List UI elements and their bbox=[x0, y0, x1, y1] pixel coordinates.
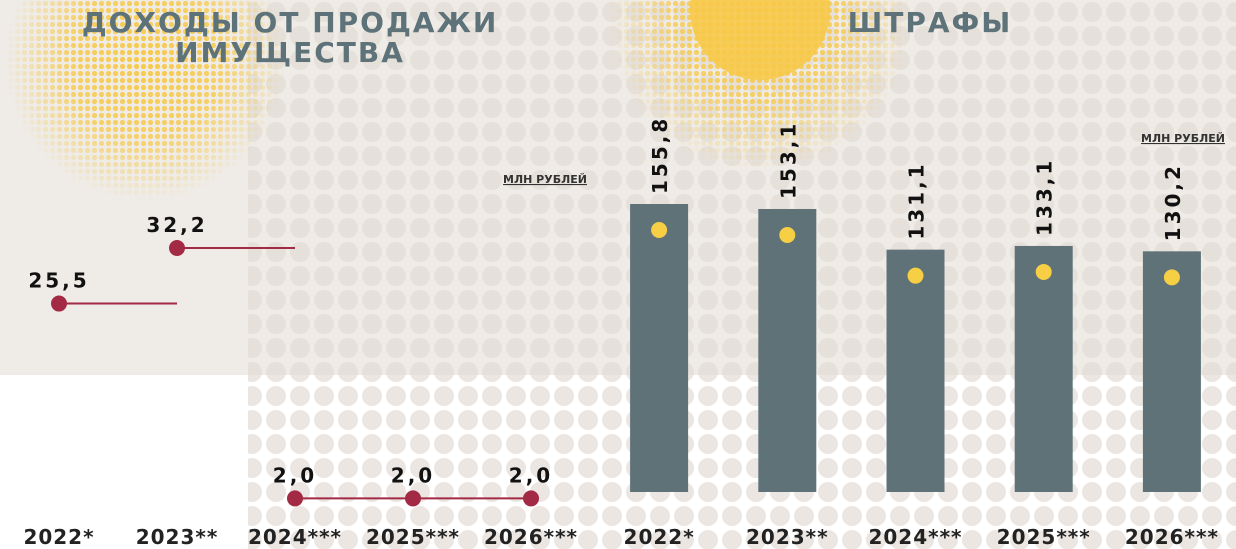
bar bbox=[887, 250, 945, 492]
data-point bbox=[405, 490, 421, 506]
bar-dot bbox=[779, 227, 795, 243]
bar-dot bbox=[908, 268, 924, 284]
value-label: 25,5 bbox=[28, 269, 89, 293]
x-tick-label: 2022* bbox=[23, 525, 94, 549]
data-point bbox=[51, 296, 67, 312]
bar-dot bbox=[651, 222, 667, 238]
bar-dot bbox=[1036, 264, 1052, 280]
bar bbox=[1015, 246, 1073, 492]
value-label: 131,1 bbox=[905, 161, 929, 239]
chart-title: ШТРАФЫ bbox=[848, 6, 1013, 39]
x-tick-label: 2024*** bbox=[248, 525, 342, 549]
pattern bbox=[248, 375, 1236, 549]
x-tick-label: 2022* bbox=[624, 525, 695, 549]
bar bbox=[630, 204, 688, 492]
infographic: ДОХОДЫ ОТ ПРОДАЖИИМУЩЕСТВА МЛН РУБЛЕЙ 25,5… bbox=[0, 0, 1236, 549]
x-tick-label: 2023** bbox=[746, 525, 829, 549]
x-tick-label: 2024*** bbox=[868, 525, 962, 549]
value-label: 153,1 bbox=[776, 121, 800, 199]
data-point bbox=[523, 490, 539, 506]
value-label: 2,0 bbox=[273, 463, 317, 487]
x-tick-label: 2026*** bbox=[1125, 525, 1219, 549]
data-point bbox=[287, 490, 303, 506]
unit-label: МЛН РУБЛЕЙ bbox=[503, 173, 587, 186]
x-tick-label: 2023** bbox=[136, 525, 219, 549]
data-point bbox=[169, 240, 185, 256]
value-label: 2,0 bbox=[509, 463, 553, 487]
chart-title: ДОХОДЫ ОТ ПРОДАЖИ bbox=[82, 6, 499, 39]
value-label: 133,1 bbox=[1033, 158, 1057, 236]
bar bbox=[758, 209, 816, 492]
chart-title: ИМУЩЕСТВА bbox=[175, 36, 405, 69]
value-label: 155,8 bbox=[648, 116, 672, 194]
x-tick-label: 2025*** bbox=[366, 525, 460, 549]
x-tick-label: 2025*** bbox=[997, 525, 1091, 549]
bar bbox=[1143, 251, 1201, 492]
unit-label: МЛН РУБЛЕЙ bbox=[1141, 132, 1225, 145]
bar-dot bbox=[1164, 269, 1180, 285]
value-label: 2,0 bbox=[391, 463, 435, 487]
value-label: 32,2 bbox=[146, 213, 207, 237]
value-label: 130,2 bbox=[1161, 163, 1185, 241]
x-tick-label: 2026*** bbox=[484, 525, 578, 549]
